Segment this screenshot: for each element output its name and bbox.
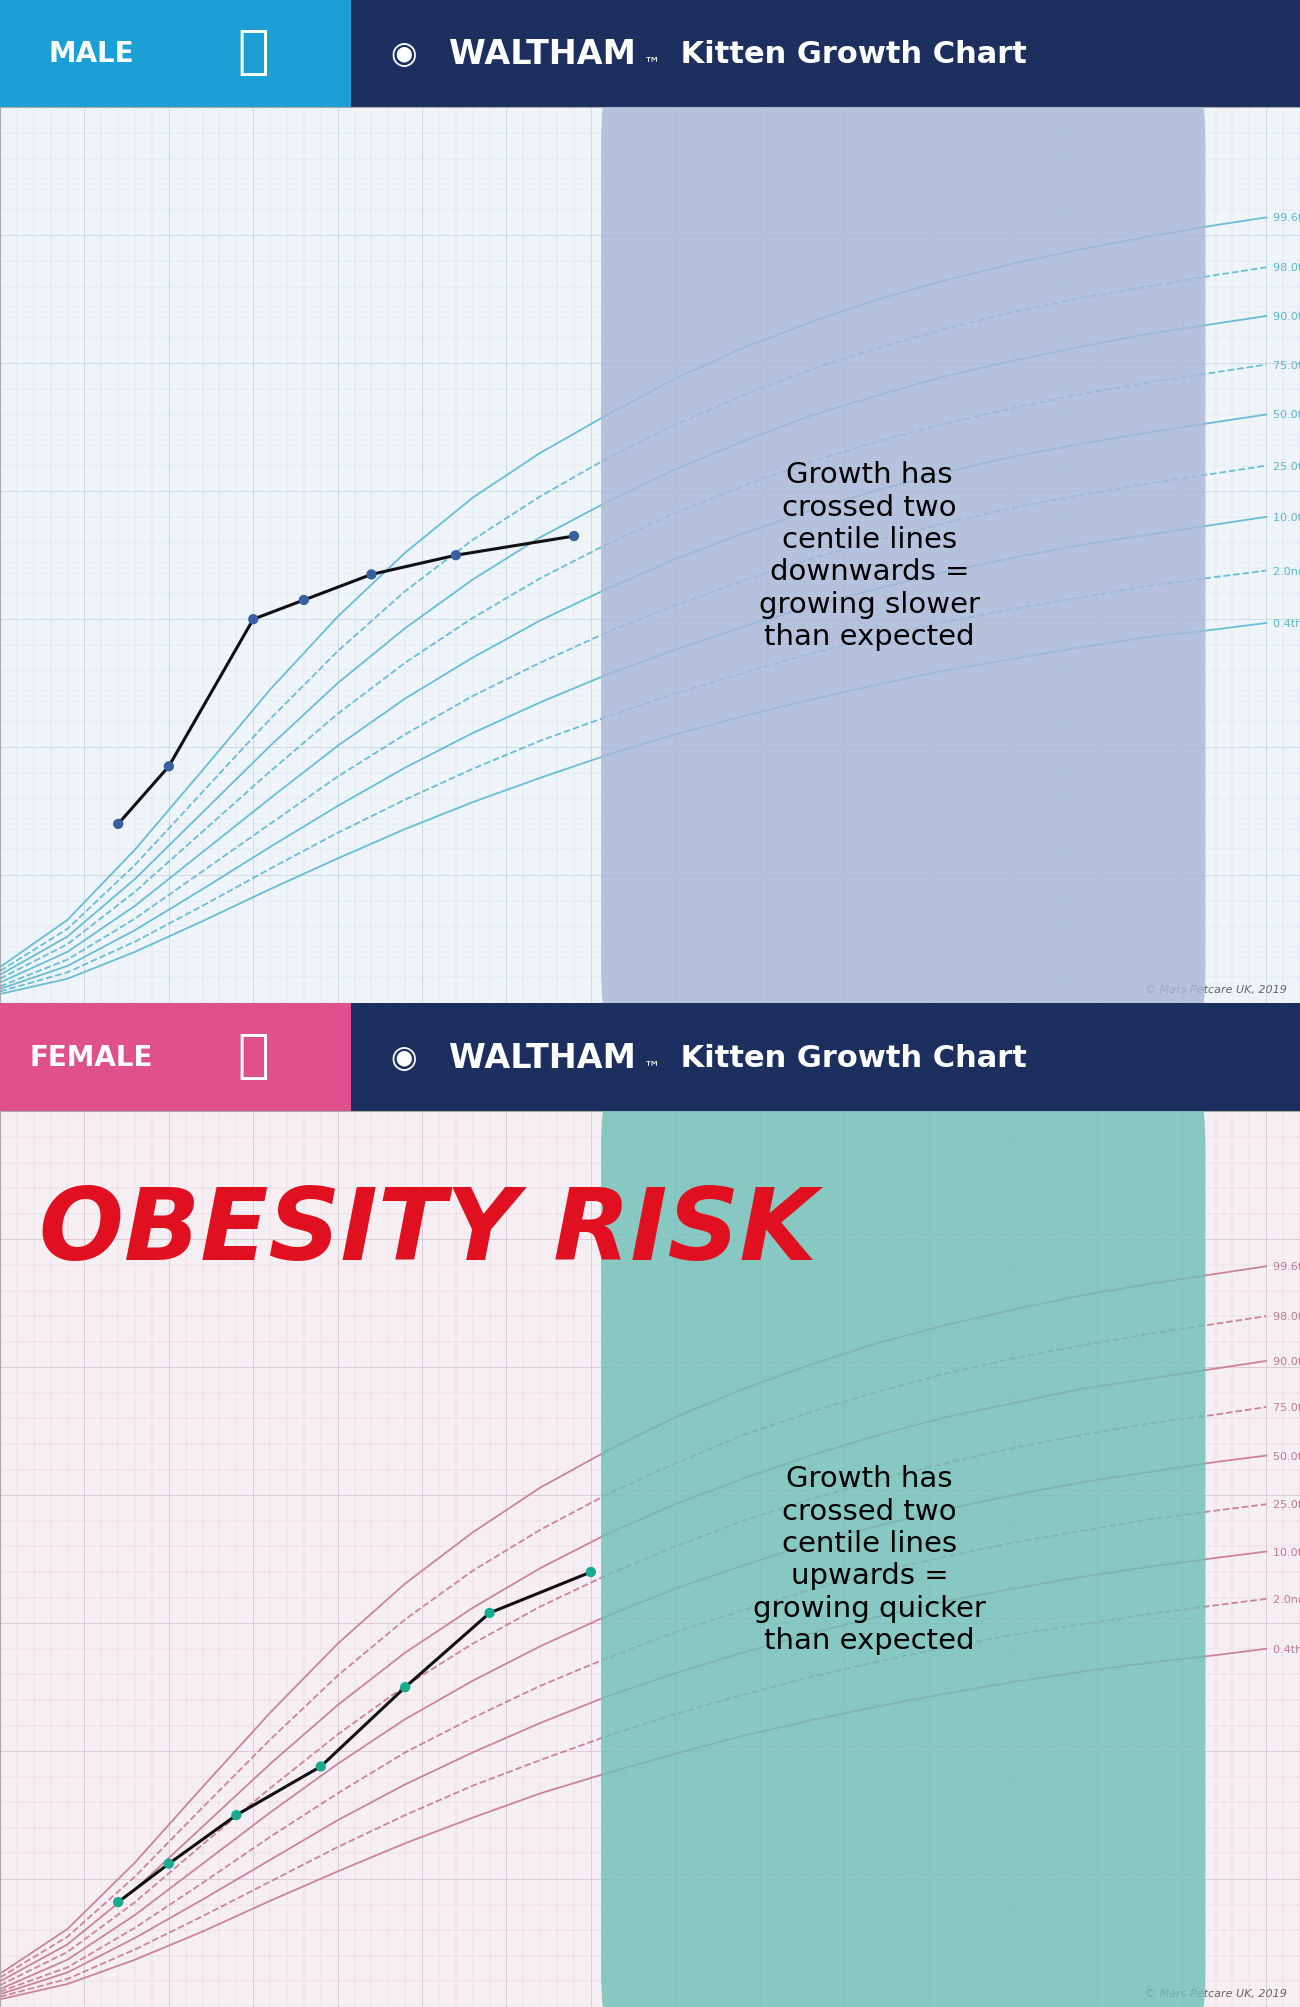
Point	[159, 1848, 179, 1881]
Point	[243, 604, 264, 636]
Text: 25.0th Centile: 25.0th Centile	[1273, 1499, 1300, 1509]
Text: 50.0th Centile: 50.0th Centile	[1273, 1451, 1300, 1461]
Point	[108, 809, 129, 841]
Text: 0.4th Centile: 0.4th Centile	[1273, 618, 1300, 628]
Point	[361, 560, 382, 592]
Text: 98.0th Centile: 98.0th Centile	[1273, 1311, 1300, 1321]
Text: 75.0th Centile: 75.0th Centile	[1273, 1403, 1300, 1413]
FancyBboxPatch shape	[601, 1100, 1205, 2007]
Text: 🐈: 🐈	[238, 26, 269, 78]
Text: 10.0th Centile: 10.0th Centile	[1273, 1547, 1300, 1557]
Text: 90.0th Centile: 90.0th Centile	[1273, 1357, 1300, 1367]
Text: 🐈: 🐈	[238, 1030, 269, 1082]
Text: ◉: ◉	[390, 1044, 416, 1072]
Text: 75.0th Centile: 75.0th Centile	[1273, 361, 1300, 371]
Point	[108, 1887, 129, 1919]
Text: FEMALE: FEMALE	[30, 1044, 152, 1072]
Text: Kitten Growth Chart: Kitten Growth Chart	[670, 1044, 1027, 1072]
Text: 99.6th Centile: 99.6th Centile	[1273, 213, 1300, 223]
Bar	[0, 1004, 351, 1112]
Point	[395, 1672, 416, 1704]
Bar	[351, 0, 1300, 108]
Text: 2.0nd Centile: 2.0nd Centile	[1273, 566, 1300, 576]
Point	[159, 751, 179, 783]
Text: Growth has
crossed two
centile lines
upwards =
growing quicker
than expected: Growth has crossed two centile lines upw…	[753, 1465, 985, 1654]
Point	[564, 520, 585, 552]
Text: © Mars Petcare UK, 2019: © Mars Petcare UK, 2019	[1145, 1989, 1287, 1999]
Text: ™: ™	[644, 1058, 660, 1076]
Point	[294, 584, 315, 616]
FancyBboxPatch shape	[601, 96, 1205, 1016]
Text: MALE: MALE	[48, 40, 134, 68]
Point	[480, 1598, 500, 1630]
Text: ◉: ◉	[390, 40, 416, 68]
Text: 25.0th Centile: 25.0th Centile	[1273, 462, 1300, 472]
Point	[446, 540, 467, 572]
Text: 10.0th Centile: 10.0th Centile	[1273, 512, 1300, 522]
Text: Kitten Growth Chart: Kitten Growth Chart	[670, 40, 1027, 68]
Point	[226, 1798, 247, 1830]
Text: 98.0th Centile: 98.0th Centile	[1273, 263, 1300, 273]
Text: OBESITY RISK: OBESITY RISK	[39, 1184, 816, 1280]
Text: WALTHAM: WALTHAM	[448, 1042, 636, 1074]
Point	[311, 1750, 332, 1782]
Bar	[0, 0, 351, 108]
Text: 50.0th Centile: 50.0th Centile	[1273, 409, 1300, 419]
Text: © Mars Petcare UK, 2019: © Mars Petcare UK, 2019	[1145, 985, 1287, 995]
Text: Growth has
crossed two
centile lines
downwards =
growing slower
than expected: Growth has crossed two centile lines dow…	[759, 462, 980, 650]
Point	[581, 1555, 602, 1588]
Text: 99.6th Centile: 99.6th Centile	[1273, 1262, 1300, 1272]
Bar	[351, 1004, 1300, 1112]
Text: 90.0th Centile: 90.0th Centile	[1273, 311, 1300, 321]
Text: WALTHAM: WALTHAM	[448, 38, 636, 70]
X-axis label: Age in Weeks: Age in Weeks	[581, 1032, 719, 1050]
Text: 2.0nd Centile: 2.0nd Centile	[1273, 1594, 1300, 1604]
Text: 0.4th Centile: 0.4th Centile	[1273, 1644, 1300, 1654]
Text: ™: ™	[644, 54, 660, 72]
